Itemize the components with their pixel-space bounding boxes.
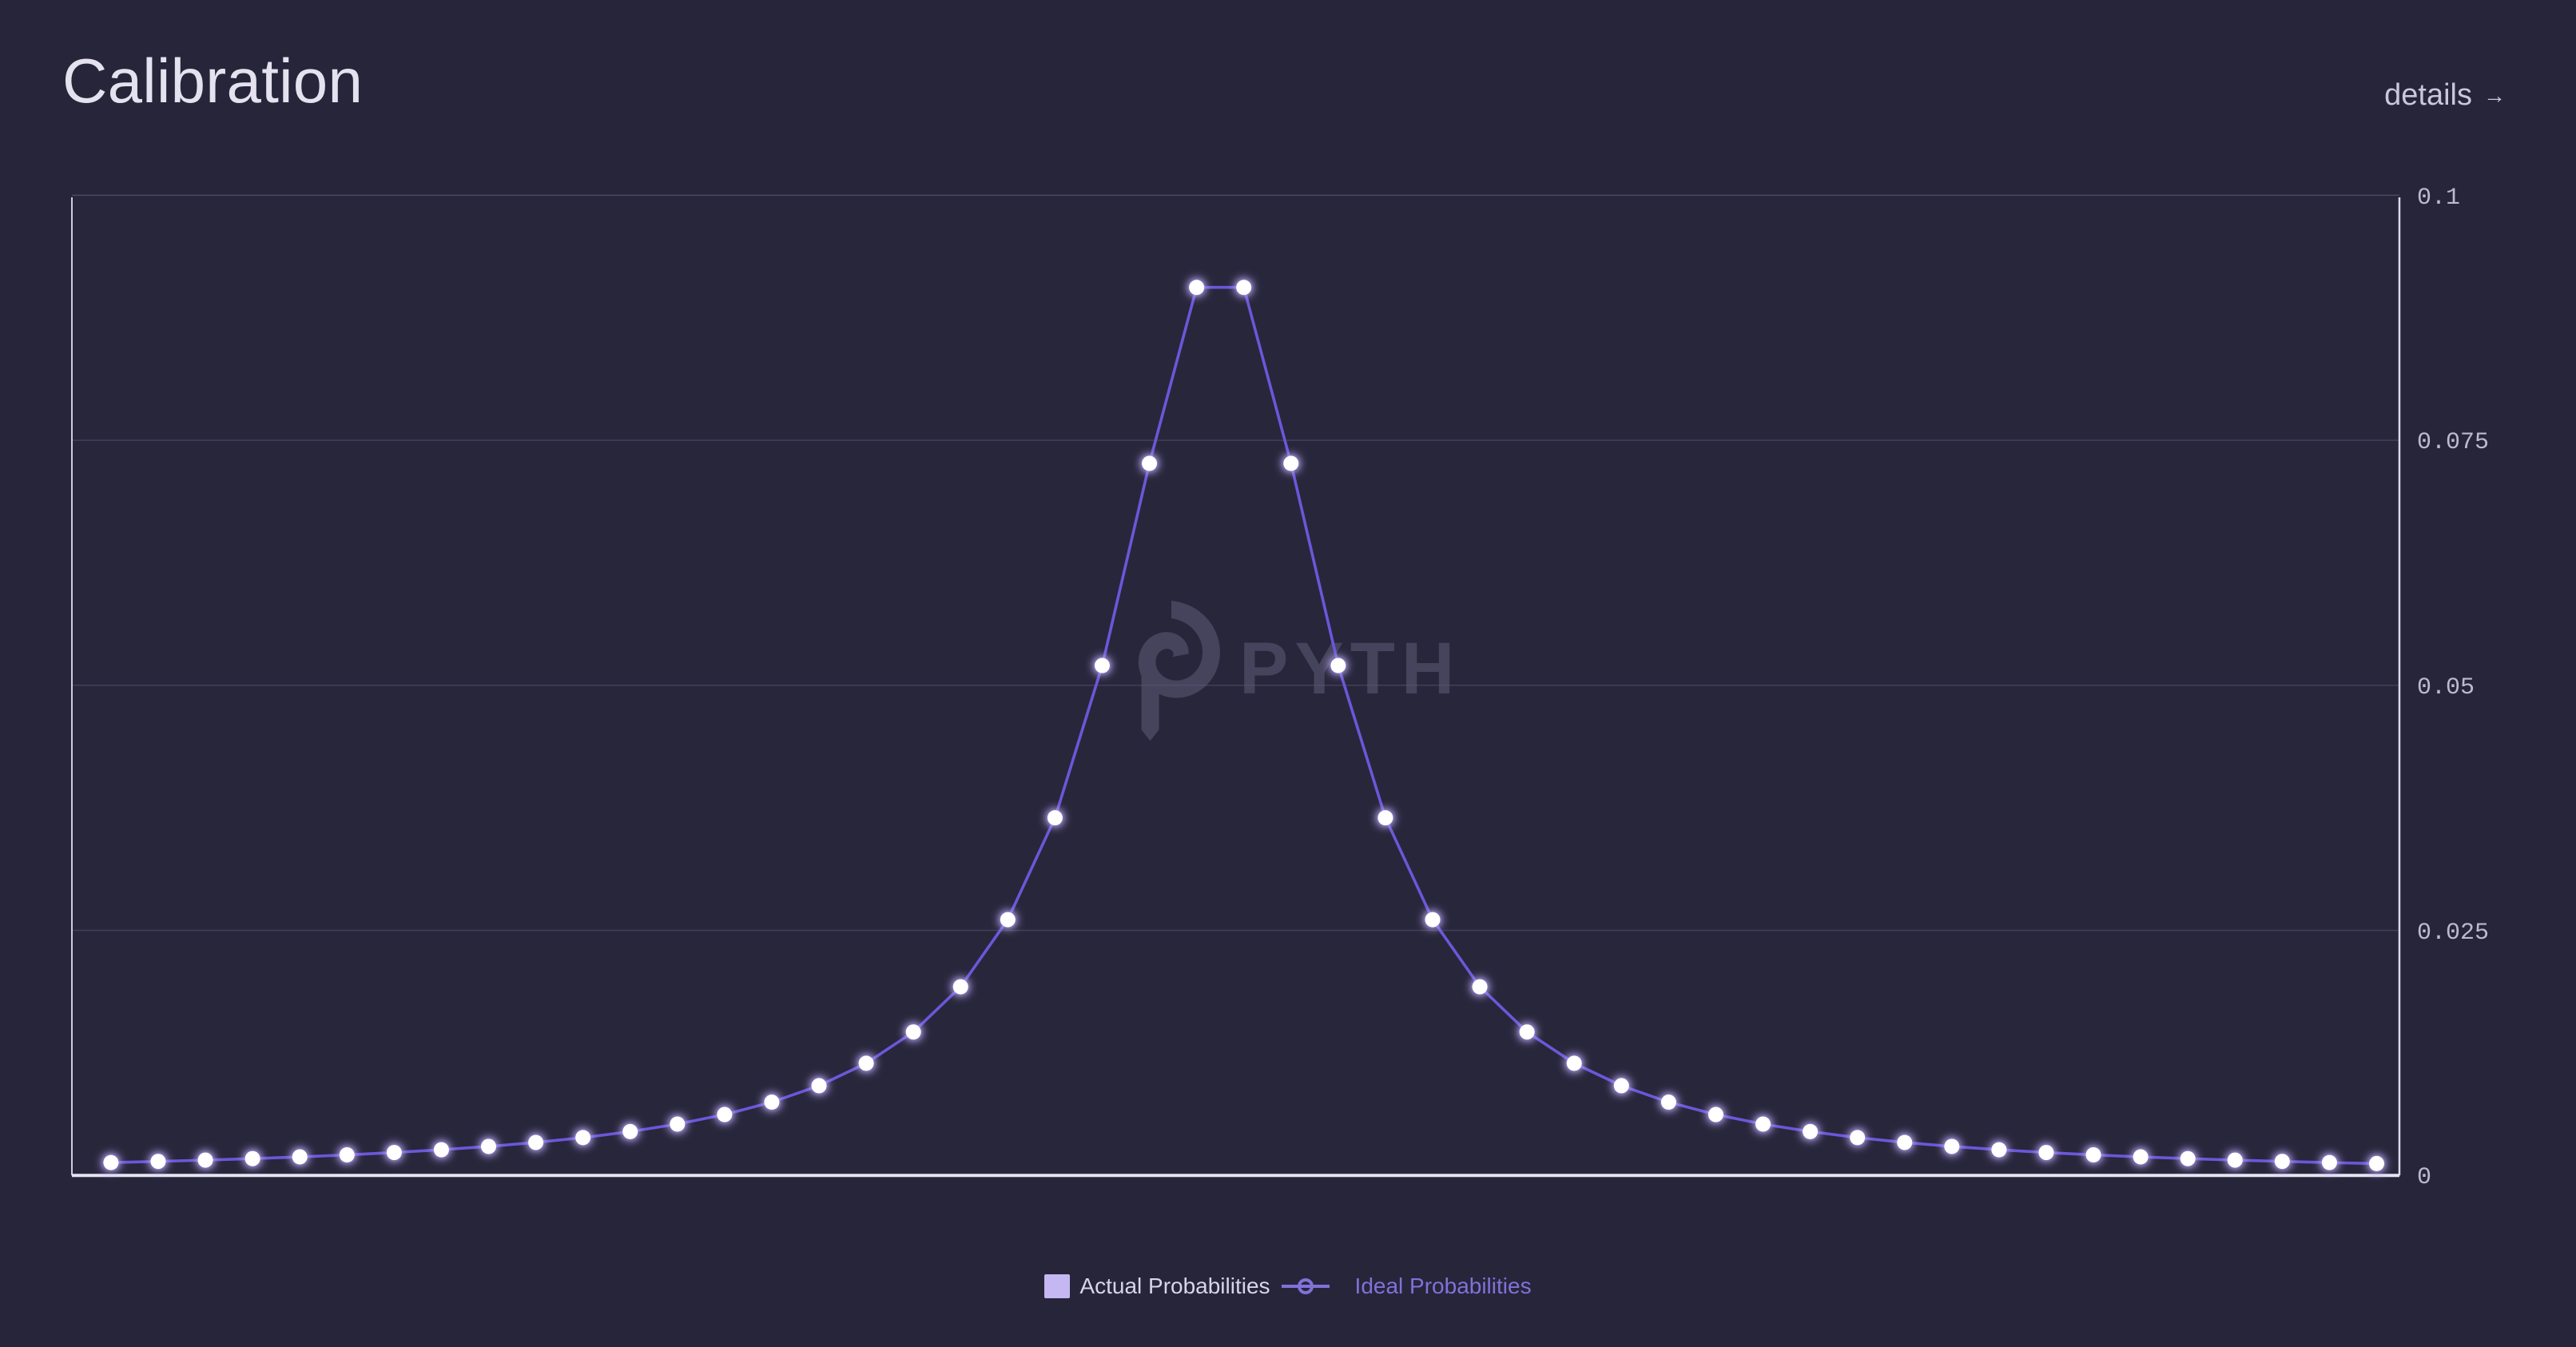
svg-text:0.05: 0.05 (2417, 674, 2475, 701)
svg-text:0.025: 0.025 (2417, 920, 2489, 947)
svg-text:0.075: 0.075 (2417, 429, 2489, 456)
svg-text:0: 0 (2417, 1164, 2431, 1191)
svg-text:0.1: 0.1 (2417, 185, 2460, 212)
svg-text:PYTH: PYTH (1239, 628, 1461, 709)
